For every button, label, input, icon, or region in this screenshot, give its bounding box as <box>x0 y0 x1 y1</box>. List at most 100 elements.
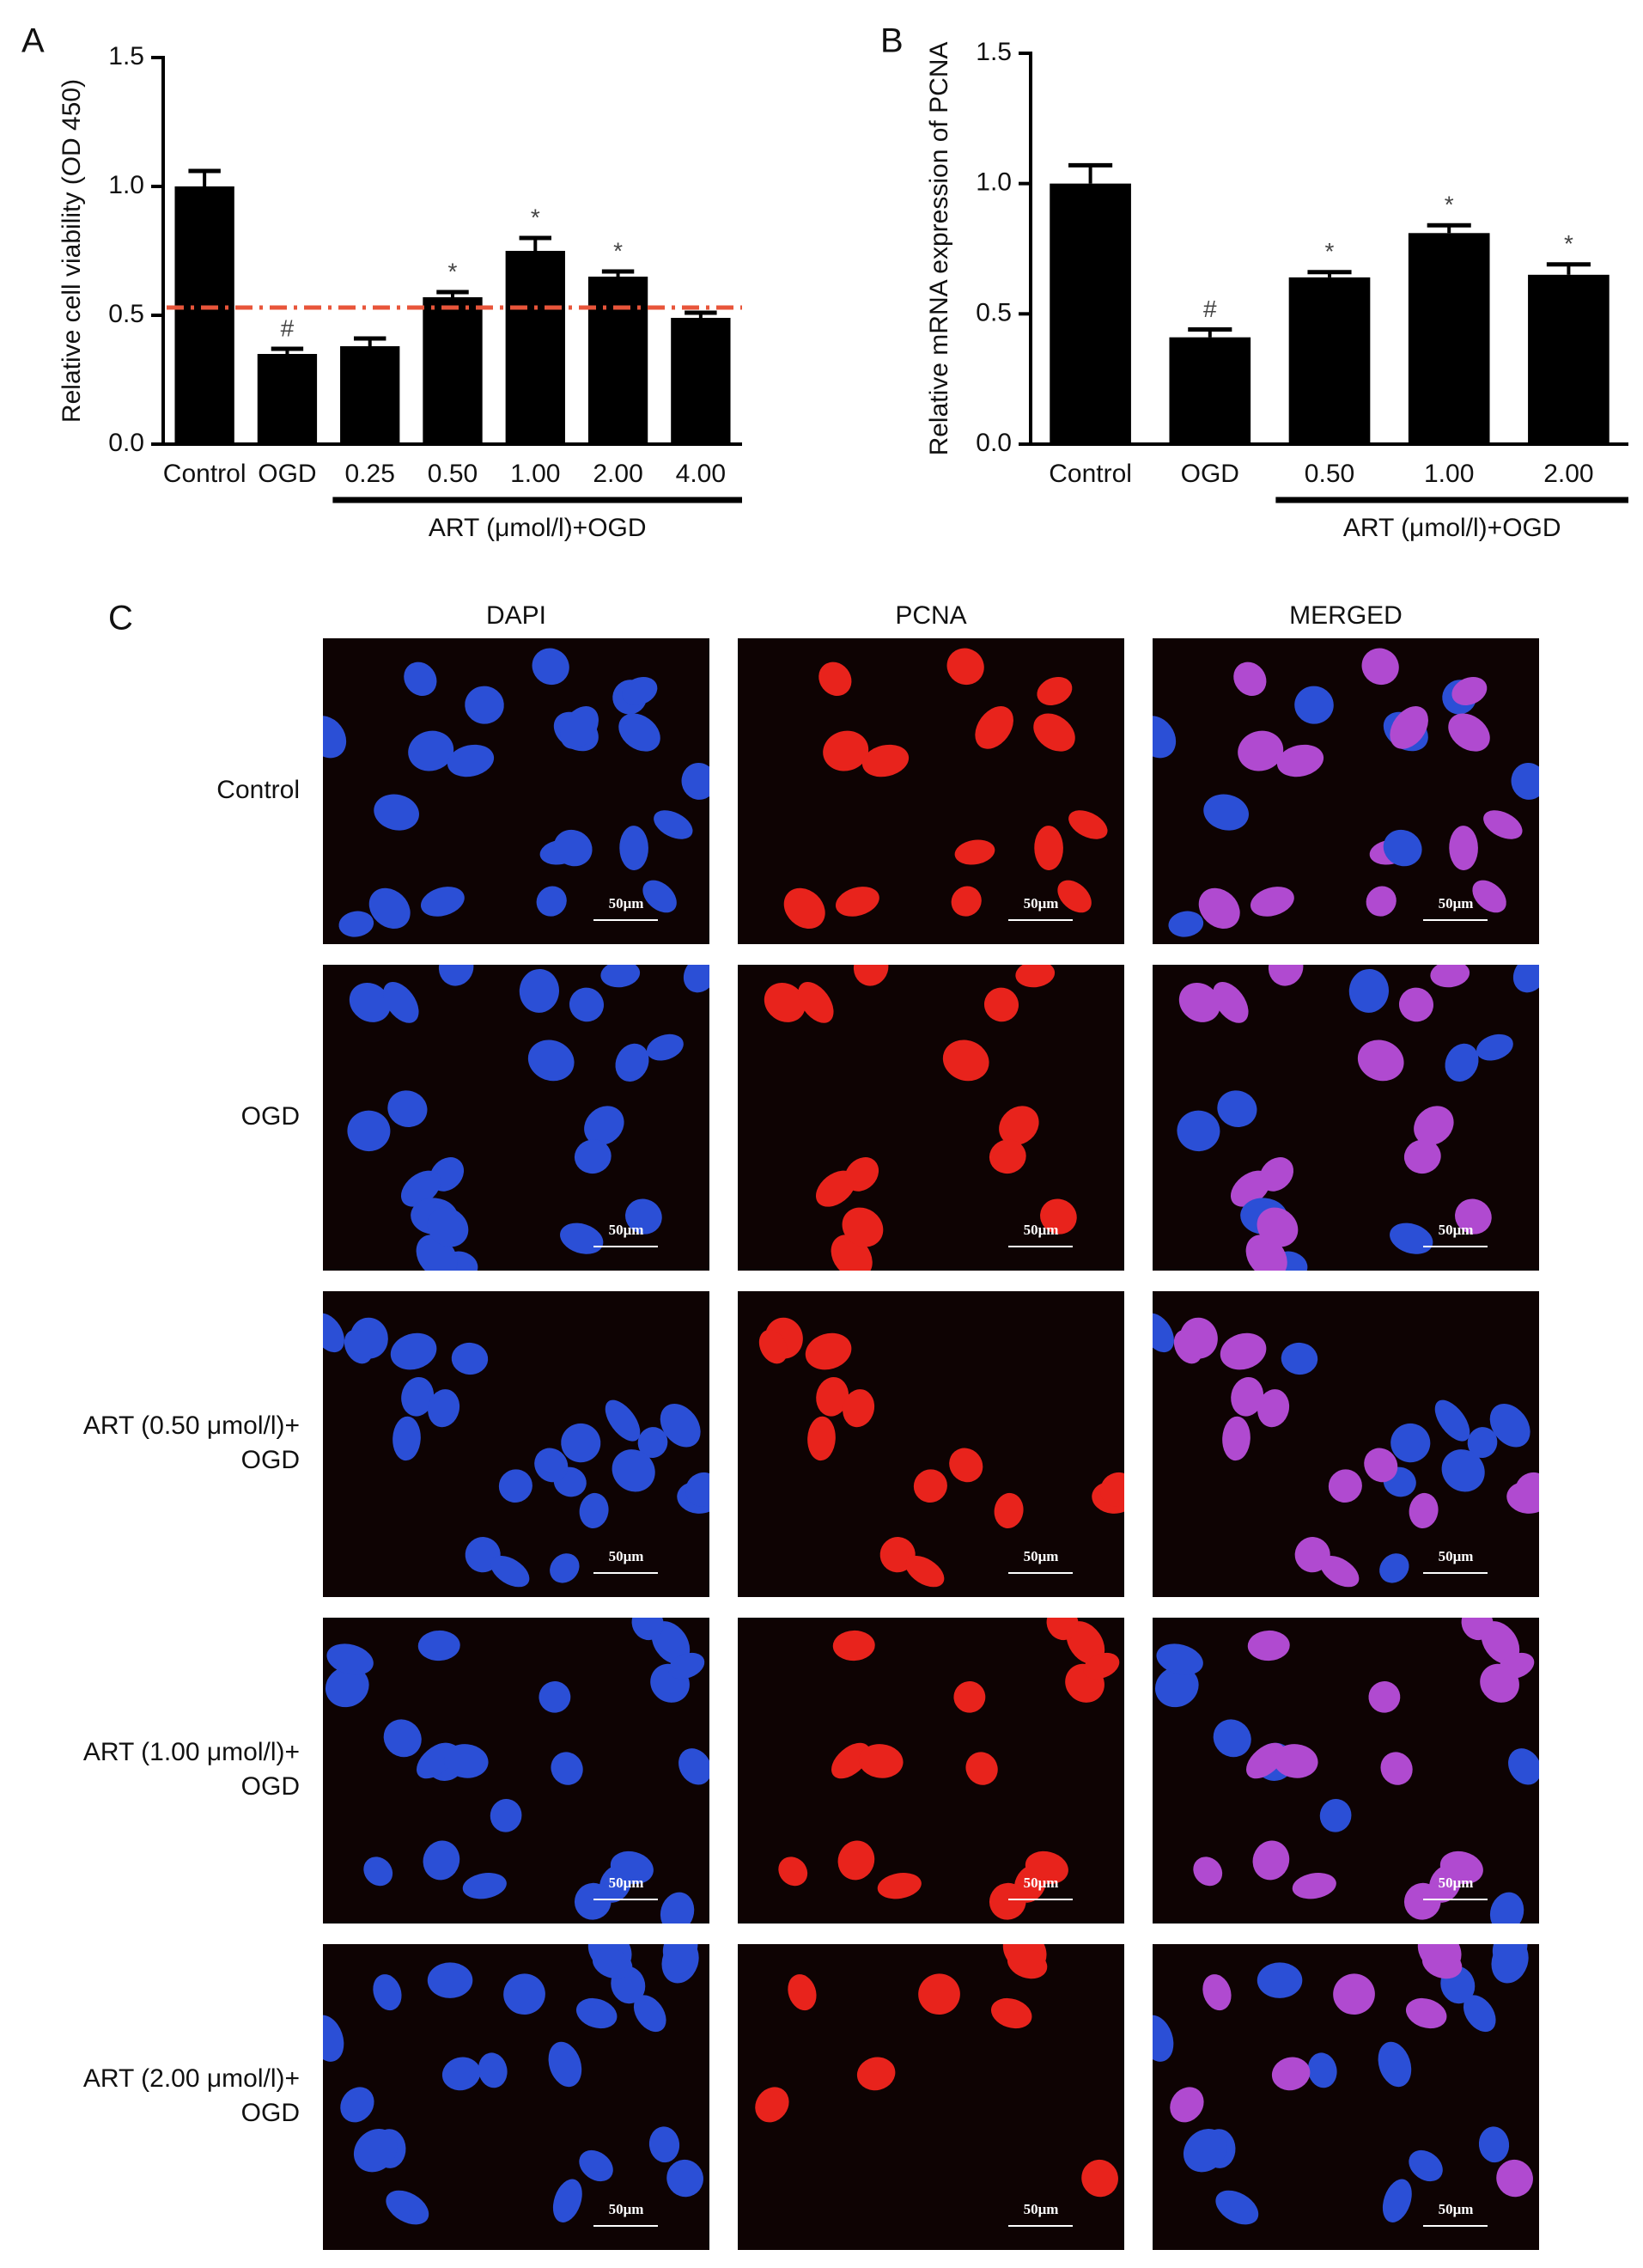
nucleus <box>942 1040 989 1082</box>
nucleus <box>387 1090 428 1128</box>
micrograph: 50μm <box>738 965 1124 1271</box>
scale-bar-label: 50μm <box>1439 1222 1474 1238</box>
nucleus <box>685 1472 709 1507</box>
nucleus <box>579 2149 613 2182</box>
group-label: ART (μmol/l)+OGD <box>1343 514 1561 542</box>
nucleus <box>1515 1472 1539 1507</box>
nucleus <box>1281 1342 1318 1375</box>
nucleus <box>842 1207 884 1247</box>
nucleus <box>758 1329 788 1364</box>
nucleus <box>1273 1744 1318 1778</box>
nucleus <box>561 1423 601 1463</box>
nuclei <box>755 1944 1118 2198</box>
nucleus <box>323 1313 344 1353</box>
nucleus <box>678 1748 709 1785</box>
x-tick-label: Control <box>1049 460 1132 488</box>
bar <box>1408 233 1490 444</box>
nucleus <box>666 2159 703 2198</box>
nucleus <box>823 730 869 771</box>
significance-marker: * <box>1325 238 1335 265</box>
nucleus <box>427 1962 473 1998</box>
nucleus <box>1154 1666 1199 1708</box>
nucleus <box>990 1997 1032 2029</box>
nucleus <box>778 1856 808 1887</box>
nucleus <box>1222 1416 1251 1461</box>
significance-marker: * <box>448 258 458 284</box>
nuclei <box>1153 648 1539 937</box>
nucleus <box>1333 1973 1375 2015</box>
row-label: OGD <box>241 1446 300 1474</box>
nucleus <box>552 2179 582 2222</box>
nucleus <box>1463 1995 1496 2033</box>
nucleus <box>1366 886 1397 917</box>
nucleus <box>832 1630 875 1661</box>
nucleus <box>1215 2190 1259 2225</box>
nucleus <box>1034 826 1063 870</box>
nucleus <box>1183 2129 1227 2173</box>
nucleus <box>913 1469 947 1503</box>
micrograph: 50μm <box>323 1944 709 2250</box>
nucleus <box>1448 713 1490 752</box>
nucleus <box>401 1376 435 1417</box>
significance-marker: # <box>1203 296 1217 322</box>
nucleus <box>953 1681 986 1713</box>
nucleus <box>1364 1448 1398 1483</box>
panel-label: B <box>880 22 904 60</box>
micrograph: 50μm <box>1153 1291 1539 1597</box>
nucleus <box>1178 983 1220 1022</box>
nucleus <box>631 1618 664 1641</box>
nucleus <box>441 2057 481 2091</box>
y-tick-label: 0.0 <box>108 429 144 457</box>
scale-bar-label: 50μm <box>1024 2201 1059 2217</box>
nucleus <box>1100 1472 1124 1507</box>
scale-bar-label: 50μm <box>609 1548 644 1564</box>
nucleus <box>560 706 599 749</box>
nucleus <box>1430 965 1470 988</box>
nucleus <box>835 887 879 917</box>
nucleus <box>1383 829 1422 867</box>
column-header: MERGED <box>1289 601 1403 630</box>
panel-label: A <box>21 22 45 60</box>
nuclei <box>323 648 709 937</box>
nucleus <box>999 1106 1039 1145</box>
nucleus <box>519 968 560 1013</box>
nucleus <box>989 1139 1026 1174</box>
nucleus <box>858 1744 904 1778</box>
micrograph: 50μm <box>1153 965 1539 1271</box>
nucleus <box>1068 810 1108 839</box>
nucleus <box>347 1110 391 1152</box>
nucleus <box>1040 1198 1077 1235</box>
nucleus <box>805 1332 852 1370</box>
nucleus <box>536 886 567 917</box>
nucleus <box>1421 1948 1463 1979</box>
nucleus <box>438 965 474 986</box>
nucleus <box>1238 730 1284 771</box>
scale-bar-label: 50μm <box>1439 1875 1474 1891</box>
nucleus <box>392 1416 421 1461</box>
significance-marker: * <box>613 237 623 264</box>
nucleus <box>1081 2159 1118 2198</box>
nucleus <box>1348 968 1390 1013</box>
nucleus <box>1247 1630 1290 1661</box>
nucleus <box>1257 1962 1303 1998</box>
x-tick-label: Control <box>163 460 246 488</box>
nucleus <box>1170 2087 1204 2123</box>
nucleus <box>1231 1376 1264 1417</box>
nucleus <box>451 1342 489 1375</box>
micrograph: 50μm <box>323 965 709 1271</box>
x-tick-label: 0.50 <box>428 460 478 488</box>
nuclei <box>325 1618 709 1924</box>
nucleus <box>1328 1469 1362 1503</box>
nucleus <box>1156 1643 1203 1675</box>
nucleus <box>660 1892 695 1924</box>
nucleus <box>610 1850 654 1884</box>
nucleus <box>1213 982 1249 1023</box>
nucleus <box>918 1973 960 2015</box>
nucleus <box>584 1106 624 1145</box>
x-tick-label: 2.00 <box>1543 460 1593 488</box>
nucleus <box>1177 1110 1220 1152</box>
nucleus <box>1491 1944 1529 1984</box>
nucleus <box>1193 1856 1223 1887</box>
significance-marker: # <box>281 314 295 341</box>
